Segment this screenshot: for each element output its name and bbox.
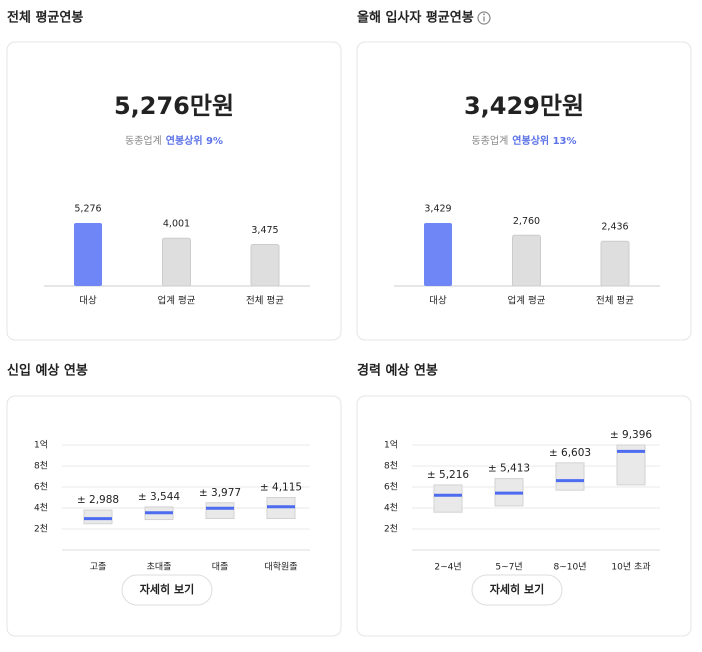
y-tick-label: 4천 <box>34 503 48 514</box>
rank-text: 연봉상위 13% <box>512 134 576 147</box>
headline: 3,429만원 <box>464 92 584 120</box>
value-label: 3,429 <box>424 204 451 215</box>
category-label: 10년 초과 <box>611 562 650 573</box>
value-label: 5,276 <box>74 204 101 215</box>
headline: 5,276만원 <box>114 92 234 120</box>
y-tick-label: 1억 <box>34 439 48 451</box>
button-label: 자세히 보기 <box>140 582 194 596</box>
button-bg <box>121 574 213 606</box>
category-label: 전체 평균 <box>596 296 634 307</box>
subtitle-text: 동종업계 <box>471 134 508 147</box>
value-label: ± 9,396 <box>610 429 653 441</box>
bar <box>512 234 541 287</box>
panel-card <box>6 395 342 637</box>
subtitle: 동종업계 연봉상위 13% <box>471 134 576 147</box>
bar <box>162 237 191 287</box>
value-label: ± 2,988 <box>77 494 119 506</box>
value-label: ± 5,413 <box>488 463 530 475</box>
detail-button[interactable]: 자세히 보기 <box>121 574 213 606</box>
y-tick-label: 6천 <box>34 482 48 493</box>
category-label: 업계 평균 <box>158 295 196 307</box>
y-tick-label: 4천 <box>384 503 398 514</box>
info-icon[interactable] <box>477 11 491 25</box>
range-box <box>205 502 235 519</box>
category-label: 대상 <box>429 296 447 307</box>
panel-title: 경력 예상 연봉 <box>357 363 438 379</box>
value-label: 3,475 <box>251 225 278 236</box>
category-label: 5~7년 <box>495 562 522 573</box>
y-tick-label: 1억 <box>384 439 398 451</box>
y-tick-label: 2천 <box>34 524 48 535</box>
value-label: 2,436 <box>601 222 628 233</box>
range-box <box>433 484 463 513</box>
category-label: 전체 평균 <box>246 296 284 307</box>
info-dot <box>483 13 485 16</box>
range-box <box>83 509 113 525</box>
category-label: 2~4년 <box>434 562 461 573</box>
category-label: 고졸 <box>90 562 107 573</box>
value-label: ± 3,977 <box>199 487 241 499</box>
panel-title: 전체 평균연봉 <box>7 10 83 26</box>
value-label: ± 3,544 <box>138 491 181 503</box>
value-label: ± 6,603 <box>549 447 591 459</box>
detail-button[interactable]: 자세히 보기 <box>471 574 563 606</box>
bar <box>250 244 280 287</box>
category-label: 대졸 <box>212 562 229 573</box>
button-label: 자세히 보기 <box>490 582 544 596</box>
category-label: 대학원졸 <box>264 562 297 573</box>
range-box <box>555 462 585 491</box>
y-tick-label: 8천 <box>384 461 398 472</box>
category-label: 초대졸 <box>147 562 172 573</box>
panel-title: 올해 입사자 평균연봉 <box>357 10 474 26</box>
y-tick-label: 8천 <box>34 461 48 472</box>
button-bg <box>471 574 563 606</box>
y-tick-label: 2천 <box>384 524 398 535</box>
value-label: 2,760 <box>513 216 540 227</box>
bar <box>600 240 630 287</box>
value-label: ± 5,216 <box>427 469 470 481</box>
subtitle-text: 동종업계 <box>125 134 162 147</box>
rank-text: 연봉상위 9% <box>166 134 223 147</box>
category-label: 8~10년 <box>554 562 587 573</box>
category-label: 업계 평균 <box>508 295 546 307</box>
subtitle: 동종업계 연봉상위 9% <box>125 134 223 147</box>
panel-title: 신입 예상 연봉 <box>7 363 88 379</box>
category-label: 대상 <box>79 296 97 307</box>
info-circle <box>477 11 491 25</box>
bar <box>74 223 102 286</box>
value-label: 4,001 <box>163 219 190 230</box>
y-tick-label: 6천 <box>384 482 398 493</box>
value-label: ± 4,115 <box>260 482 302 494</box>
bar <box>424 223 452 286</box>
panel-card <box>356 395 692 637</box>
